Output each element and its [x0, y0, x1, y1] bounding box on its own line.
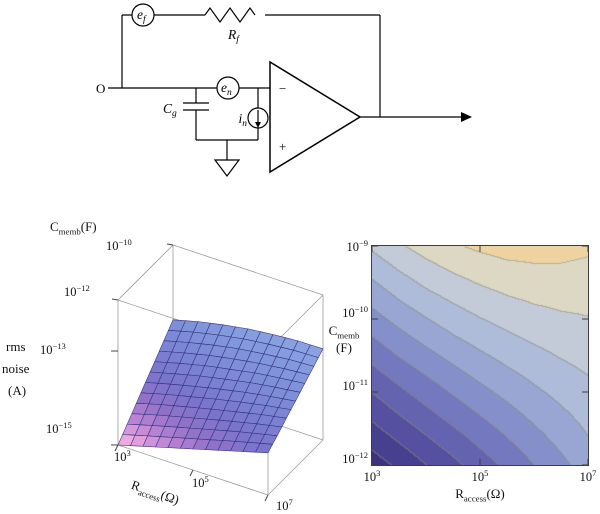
rf-label: Rf: [227, 27, 240, 45]
ef-source-circle: [131, 3, 155, 27]
contour-y-tick-3: 10−12: [342, 450, 368, 467]
rf-label-base: R: [227, 27, 237, 42]
inoise-arrow-head: [255, 122, 261, 128]
output-arrow: [461, 112, 472, 122]
cg-label: Cg: [163, 101, 177, 119]
surface-ylabel-sub: memb: [58, 226, 81, 237]
contour-ylabel-suffix: (F): [336, 340, 352, 356]
surface-x-tick-0: 103: [114, 448, 131, 465]
circuit-labels: O ef Rf en Cg in − +: [96, 7, 286, 154]
surface-mesh: [117, 319, 324, 454]
contour-y-tick-0: 10−9: [346, 238, 368, 255]
ground-symbol: [213, 159, 241, 177]
inoise-label-sub: n: [242, 119, 247, 129]
circuit-wires: [108, 6, 462, 160]
contour-x-tick-2: 107: [579, 468, 597, 485]
opamp-minus-label: −: [279, 81, 286, 96]
surface-z-tick-0: 10−15: [46, 420, 72, 437]
rf-label-sub: f: [236, 34, 240, 45]
surface-ylabel-base: C: [50, 219, 59, 234]
surface-zlabel-line2: noise: [2, 361, 30, 376]
contour-xlabel-suffix: (Ω): [486, 486, 505, 501]
surface-ylabel: Cmemb(F): [50, 219, 97, 237]
surface-x-tick-1: 105: [192, 474, 209, 491]
surface-y-tick-1: 10−10: [106, 237, 132, 254]
ef-label-sub: f: [143, 14, 147, 25]
contour-xlabel-base: R: [455, 486, 464, 501]
inoise-label: in: [238, 111, 247, 129]
contour-y-tick-2: 10−11: [342, 377, 368, 394]
surface-x-tick-2: 107: [276, 497, 293, 514]
contour-y-tick-1: 10−10: [342, 304, 368, 321]
inoise-label-base: i: [238, 111, 242, 126]
surface-ylabel-suffix: (F): [80, 219, 97, 234]
surface-zlabel-line3: (A): [8, 383, 27, 398]
input-terminal-label: O: [96, 81, 105, 96]
contour-ylabel-sub: memb: [337, 330, 360, 341]
surface-axis-ticks: [111, 243, 269, 502]
contour-frame: [371, 245, 589, 466]
ef-label: ef: [137, 7, 147, 25]
noise-sources: [131, 3, 269, 129]
surface-y-tick-0: 10−12: [64, 283, 90, 300]
contour-frame-rect: [371, 245, 589, 466]
en-label-base: e: [221, 80, 227, 95]
contour-ylabel: Cmemb (F): [322, 323, 366, 356]
contour-frame-ticks: [371, 245, 589, 466]
contour-ylabel-base: C: [328, 323, 338, 338]
contour-xlabel-sub: access: [463, 493, 487, 504]
surface-z-tick-1: 10−13: [40, 341, 66, 358]
contour-x-tick-1: 105: [471, 468, 489, 485]
en-label-sub: n: [227, 88, 232, 98]
cg-label-sub: g: [172, 109, 177, 119]
contour-x-tick-0: 103: [363, 468, 381, 485]
opamp-plus-label: +: [279, 139, 286, 154]
cg-label-base: C: [163, 101, 173, 116]
en-source-circle: [216, 76, 240, 100]
en-label: en: [221, 80, 232, 98]
opamp-triangle: [269, 60, 362, 174]
ef-label-base: e: [137, 7, 143, 22]
feedback-resistor-zigzag: [204, 6, 256, 24]
surface-zlabel-line1: rms: [6, 339, 26, 354]
contour-plot-canvas: [372, 246, 588, 465]
contour-xlabel: Raccess(Ω): [420, 486, 540, 504]
